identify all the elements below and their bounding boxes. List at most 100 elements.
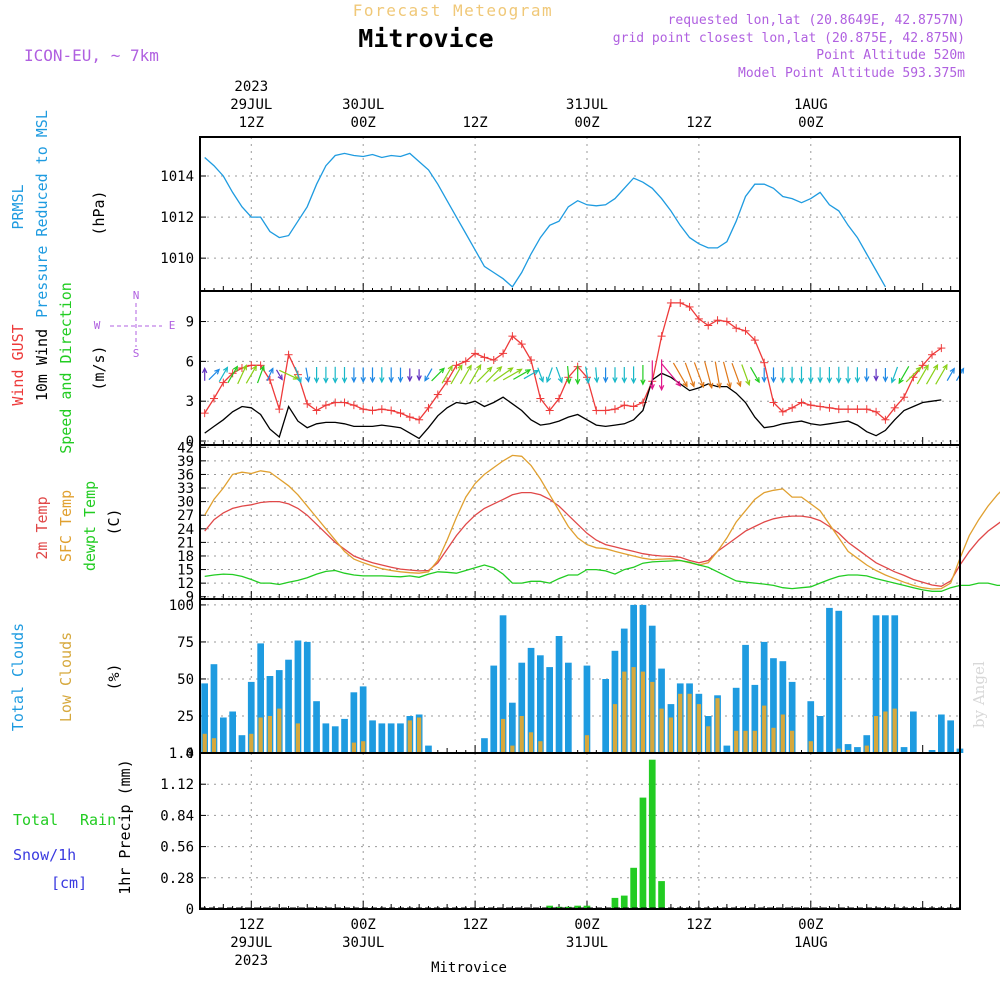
bar-total-clouds bbox=[220, 717, 227, 753]
wind-arrow-shaft bbox=[256, 365, 265, 384]
gust-marker bbox=[209, 394, 218, 403]
gust-marker bbox=[601, 406, 610, 415]
wind-arrow-shaft bbox=[218, 367, 228, 383]
bar-total-clouds bbox=[565, 662, 572, 753]
wind-arrow-head bbox=[557, 377, 563, 384]
panel-precip: 0 0.28 0.56 0.84 1.12 1.4 bbox=[160, 746, 961, 918]
wind-arrow-head bbox=[416, 375, 422, 382]
bar-total-clouds bbox=[816, 716, 824, 753]
precip-rain-label: Rain bbox=[80, 811, 116, 829]
wind-10m-label: 10m Wind bbox=[33, 329, 51, 401]
gust-marker bbox=[788, 403, 797, 412]
bar-low-clouds bbox=[715, 698, 720, 753]
bottom-time-label: 12Z bbox=[686, 917, 711, 933]
temp-2m-label: 2m Temp bbox=[33, 496, 51, 559]
bottom-time-axis: 12Z 29JUL 2023 00Z 30JUL 12Z 00Z 31JUL 12Z 00Z 1AU… bbox=[230, 917, 827, 969]
bar-low-clouds bbox=[780, 714, 785, 753]
wind-arrow-head bbox=[296, 377, 302, 384]
temp-dewpt-label: dewpt Temp bbox=[81, 481, 99, 571]
wind-arrow-shaft bbox=[555, 366, 563, 383]
wind-arrow-head bbox=[407, 376, 413, 383]
bar-total-clouds bbox=[378, 723, 386, 753]
bar-total-rain bbox=[648, 759, 656, 909]
top-time-label: 12Z bbox=[239, 115, 264, 131]
bar-total-clouds bbox=[210, 664, 218, 753]
wind-arrow-shaft bbox=[208, 369, 220, 381]
bar-total-clouds bbox=[369, 720, 376, 753]
wind-arrow-shaft bbox=[567, 366, 570, 384]
bar-total-clouds bbox=[499, 615, 507, 753]
top-time-label: 00Z bbox=[798, 115, 823, 131]
wind-arrow-shaft bbox=[916, 364, 929, 385]
wind-arrow-shaft bbox=[237, 365, 247, 385]
gust-marker bbox=[806, 401, 815, 410]
wind-arrow-head bbox=[736, 381, 742, 388]
precip-unit: 1hr Precip (mm) bbox=[116, 759, 134, 894]
bottom-time-label: 00Z bbox=[351, 917, 376, 933]
bar-total-clouds bbox=[341, 718, 348, 753]
bar-total-clouds bbox=[788, 681, 796, 753]
bar-total-rain bbox=[546, 905, 553, 909]
ytick-label-temp: 33 bbox=[177, 481, 194, 497]
gust-marker bbox=[918, 361, 927, 370]
wind-arrow-shaft bbox=[925, 364, 939, 385]
wind-arrow-head bbox=[516, 368, 523, 374]
ytick-label-cloud: 0 bbox=[186, 746, 194, 762]
gust-marker bbox=[377, 405, 386, 414]
ytick-label-cloud: 75 bbox=[177, 635, 194, 651]
wind-arrow-head bbox=[682, 381, 688, 388]
gust-marker bbox=[722, 317, 731, 326]
bar-low-clouds bbox=[836, 748, 841, 753]
bar-low-clouds bbox=[734, 730, 739, 753]
gust-marker bbox=[694, 314, 703, 323]
gust-marker bbox=[555, 394, 564, 403]
bar-total-rain bbox=[555, 906, 563, 909]
ytick-label-pressure: 1014 bbox=[160, 169, 194, 185]
temp-sfc-label: SFC Temp bbox=[57, 490, 75, 562]
bar-total-clouds bbox=[303, 641, 311, 753]
wind-arrow-head bbox=[689, 381, 695, 388]
ytick-label-temp: 42 bbox=[177, 440, 194, 456]
wind-arrow-shaft bbox=[749, 366, 760, 383]
gust-marker bbox=[760, 358, 769, 367]
bar-low-clouds bbox=[883, 711, 888, 753]
wind-arrow-head bbox=[845, 377, 851, 384]
gust-marker bbox=[452, 361, 461, 370]
bar-low-clouds bbox=[743, 730, 748, 753]
ytick-label-wind: 6 bbox=[186, 354, 194, 370]
wind-arrow-shaft bbox=[485, 366, 502, 383]
top-time-label: 29JUL bbox=[230, 97, 272, 113]
wind-arrow-head bbox=[574, 378, 581, 385]
top-time-label: 1AUG bbox=[794, 97, 828, 113]
bar-low-clouds bbox=[277, 708, 282, 753]
wind-arrow-head bbox=[397, 376, 404, 383]
bar-total-rain bbox=[583, 905, 591, 909]
panel-labels: PRMSL Pressure Reduced to MSL (hPa) Wind GU… bbox=[9, 110, 175, 895]
top-time-axis: 2023 29JUL 12Z 30JUL 00Z 12Z 31JUL 00Z 12Z 1AUG 00… bbox=[230, 79, 827, 131]
gust-marker bbox=[499, 349, 508, 358]
series-dewpt-temp bbox=[204, 559, 1000, 592]
wind-arrow-head bbox=[789, 377, 795, 384]
credit-watermark: by Angel bbox=[970, 661, 988, 728]
bar-low-clouds bbox=[790, 730, 795, 753]
bar-total-clouds bbox=[509, 702, 516, 753]
wind-arrow-head bbox=[268, 367, 274, 374]
bar-total-clouds bbox=[266, 676, 274, 753]
bar-low-clouds bbox=[501, 718, 506, 753]
wind-arrow-head bbox=[369, 377, 376, 384]
pressure-label-msl: Pressure Reduced to MSL bbox=[33, 110, 51, 318]
ytick-label-wind: 3 bbox=[186, 394, 194, 410]
wind-arrow-head bbox=[716, 382, 722, 389]
bar-low-clouds bbox=[771, 727, 776, 753]
gust-marker bbox=[704, 321, 713, 330]
wind-arrow-shaft bbox=[431, 367, 445, 382]
pressure-unit: (hPa) bbox=[90, 190, 108, 235]
wind-arrow-shaft bbox=[476, 366, 493, 383]
wind-arrow-shaft bbox=[294, 366, 302, 383]
gust-marker bbox=[769, 398, 778, 407]
gust-marker bbox=[620, 401, 629, 410]
bar-total-rain bbox=[630, 867, 637, 909]
bar-total-clouds bbox=[611, 650, 619, 753]
panel-frame bbox=[199, 136, 961, 292]
gust-marker bbox=[610, 405, 619, 414]
